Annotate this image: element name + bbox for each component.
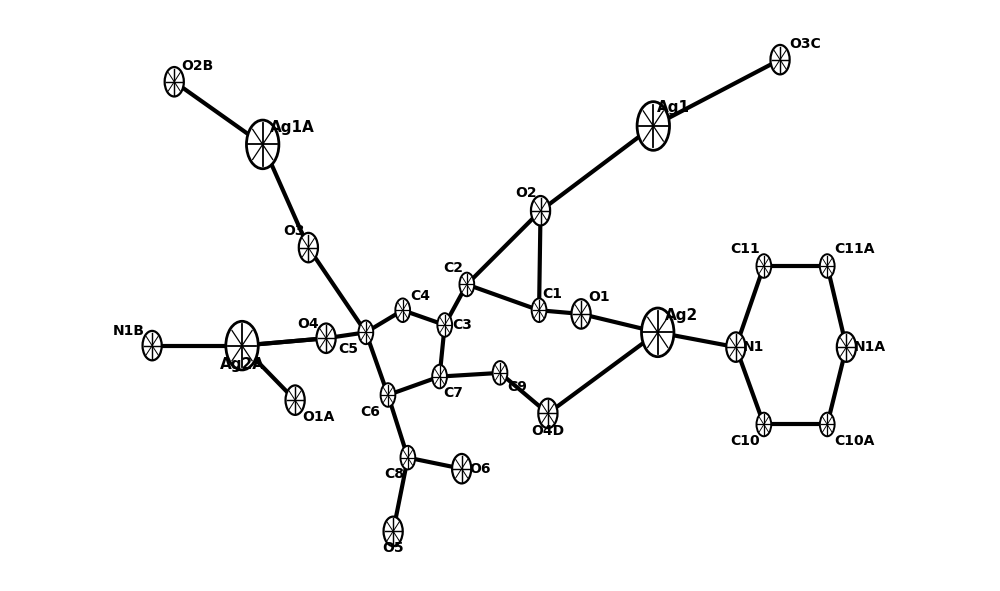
Ellipse shape [165, 67, 184, 96]
Ellipse shape [437, 313, 452, 337]
Text: C1: C1 [543, 287, 563, 301]
Text: Ag2A: Ag2A [220, 357, 265, 372]
Ellipse shape [316, 323, 336, 353]
Ellipse shape [820, 254, 835, 278]
Ellipse shape [286, 385, 305, 415]
Ellipse shape [432, 365, 447, 388]
Text: C7: C7 [443, 386, 463, 400]
Ellipse shape [726, 332, 745, 362]
Ellipse shape [459, 272, 474, 296]
Text: C6: C6 [361, 405, 381, 418]
Ellipse shape [837, 332, 856, 362]
Ellipse shape [493, 361, 507, 385]
Text: O4D: O4D [531, 424, 564, 439]
Text: N1B: N1B [113, 324, 145, 338]
Text: O2: O2 [515, 186, 537, 200]
Ellipse shape [381, 383, 395, 407]
Ellipse shape [384, 517, 403, 546]
Text: O3C: O3C [789, 37, 821, 51]
Text: C8: C8 [384, 467, 404, 481]
Ellipse shape [770, 45, 790, 74]
Text: C2: C2 [443, 261, 463, 275]
Ellipse shape [452, 454, 471, 483]
Ellipse shape [246, 120, 279, 169]
Ellipse shape [820, 413, 835, 436]
Ellipse shape [395, 298, 410, 322]
Ellipse shape [532, 298, 546, 322]
Text: C9: C9 [507, 380, 527, 394]
Text: O5: O5 [382, 541, 404, 555]
Text: O3: O3 [283, 224, 305, 238]
Text: N1A: N1A [854, 340, 886, 354]
Ellipse shape [299, 233, 318, 262]
Ellipse shape [571, 299, 591, 329]
Text: Ag2: Ag2 [665, 308, 698, 323]
Text: C11A: C11A [835, 242, 875, 256]
Text: O2B: O2B [182, 59, 214, 73]
Text: C11: C11 [730, 242, 760, 256]
Ellipse shape [401, 446, 415, 469]
Text: Ag1A: Ag1A [270, 120, 315, 135]
Ellipse shape [756, 413, 771, 436]
Text: C4: C4 [410, 289, 430, 303]
Ellipse shape [531, 196, 550, 226]
Ellipse shape [637, 102, 670, 150]
Text: N1: N1 [743, 340, 765, 354]
Text: O6: O6 [469, 462, 491, 476]
Text: Ag1: Ag1 [657, 100, 690, 115]
Ellipse shape [538, 399, 557, 428]
Text: O1: O1 [588, 290, 610, 304]
Ellipse shape [358, 320, 373, 344]
Ellipse shape [226, 322, 258, 370]
Text: C3: C3 [452, 318, 472, 332]
Text: C10A: C10A [835, 434, 875, 448]
Ellipse shape [642, 308, 674, 357]
Ellipse shape [756, 254, 771, 278]
Ellipse shape [143, 331, 162, 361]
Text: O1A: O1A [302, 410, 335, 424]
Text: C10: C10 [731, 434, 760, 448]
Text: O4: O4 [297, 317, 319, 331]
Text: C5: C5 [338, 342, 358, 356]
